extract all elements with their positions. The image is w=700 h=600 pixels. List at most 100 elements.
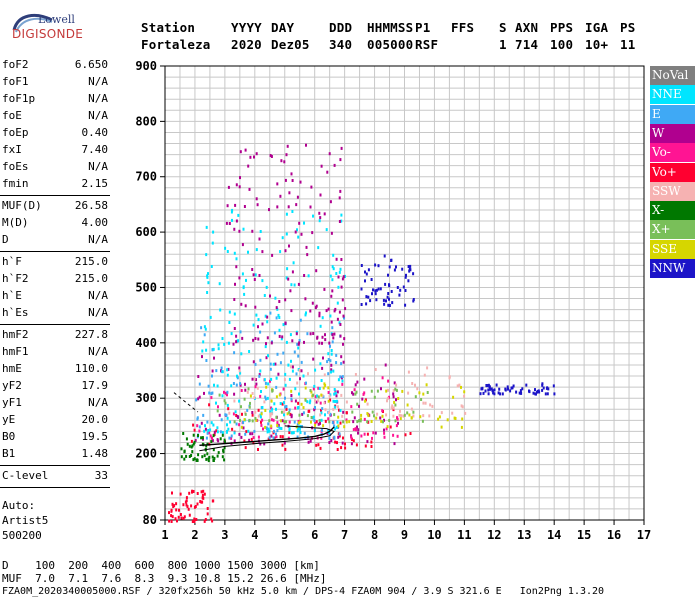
echo-point [319,216,322,220]
echo-point [168,519,171,523]
echo-point [291,369,294,373]
echo-point [266,427,268,431]
echo-point [269,414,272,418]
echo-point [374,289,377,293]
echo-point [204,327,207,331]
echo-point [240,425,243,429]
echo-point [196,492,199,495]
echo-point [233,251,236,255]
echo-point [341,298,344,302]
echo-point [398,413,401,417]
echo-point [387,379,390,383]
echo-point [240,405,242,409]
echo-point [205,436,208,440]
echo-point [297,406,300,409]
echo-point [321,316,324,320]
echo-point [371,436,373,440]
echo-point [265,385,268,389]
echo-point [206,507,209,510]
echo-point [273,429,275,433]
echo-point [212,448,215,452]
echo-point [386,425,389,429]
echo-point [235,334,238,338]
echo-point [222,450,225,454]
d-row: D 100 200 400 600 800 1000 1500 3000 [km… [2,559,320,572]
echo-point [325,228,328,232]
echo-point [354,383,357,387]
echo-point [356,402,359,406]
echo-point [394,403,397,407]
echo-point [338,196,341,200]
echo-cluster-x- [180,432,226,463]
echo-point [198,429,201,433]
echo-point [309,399,312,403]
echo-point [285,405,288,408]
autoscale-line-2: 500200 [2,529,42,542]
echo-point [228,321,231,324]
echo-point [230,434,233,438]
x-tick-label: 9 [401,528,408,542]
echo-point [405,273,407,277]
echo-point [395,424,398,428]
echo-point [393,268,396,272]
echo-point [256,386,259,390]
echo-point [352,392,355,396]
echo-point [289,333,292,337]
param-value: 2.15 [81,177,109,190]
echo-point [179,513,182,516]
param-label: D [2,233,9,246]
echo-point [279,435,282,439]
echo-point [387,292,390,295]
echo-point [334,307,337,311]
echo-point [209,434,212,438]
echo-point [240,352,243,356]
echo-point [284,372,287,376]
echo-point [191,520,194,523]
echo-point [246,390,249,394]
param-label: C-level [2,469,49,482]
echo-point [204,427,207,431]
echo-point [223,390,225,394]
echo-point [224,391,227,395]
param-label: hmF2 [2,328,29,341]
echo-point [263,378,266,382]
echo-point [328,420,331,424]
echo-point [264,409,267,412]
echo-point [352,439,355,443]
echo-point [332,407,335,411]
echo-point [252,273,255,277]
echo-point [257,435,260,439]
echo-point [310,185,313,189]
legend-item-nne: NNE [650,85,695,105]
echo-point [381,376,384,380]
echo-point [333,413,336,417]
echo-point [515,390,518,394]
echo-point [341,414,344,418]
echo-point [323,373,326,377]
echo-point [294,399,297,403]
param-value: 19.5 [81,430,109,443]
param-label: yF2 [2,379,22,392]
echo-point [360,264,363,267]
echo-point [220,418,223,422]
echo-point [397,397,400,400]
echo-point [259,394,262,398]
echo-point [313,429,316,433]
echo-point [263,442,266,446]
echo-point [226,403,229,407]
echo-point [257,318,260,322]
echo-point [197,397,200,401]
echo-point [407,265,410,268]
echo-point [329,274,332,278]
echo-point [234,410,237,414]
echo-point [340,146,343,150]
echo-point [489,387,491,391]
echo-point [244,411,247,415]
echo-point [283,378,286,382]
echo-point [289,365,292,369]
echo-point [492,391,495,395]
echo-point [259,358,262,362]
echo-point [329,398,332,402]
echo-point [236,376,239,380]
echo-point [296,342,299,346]
